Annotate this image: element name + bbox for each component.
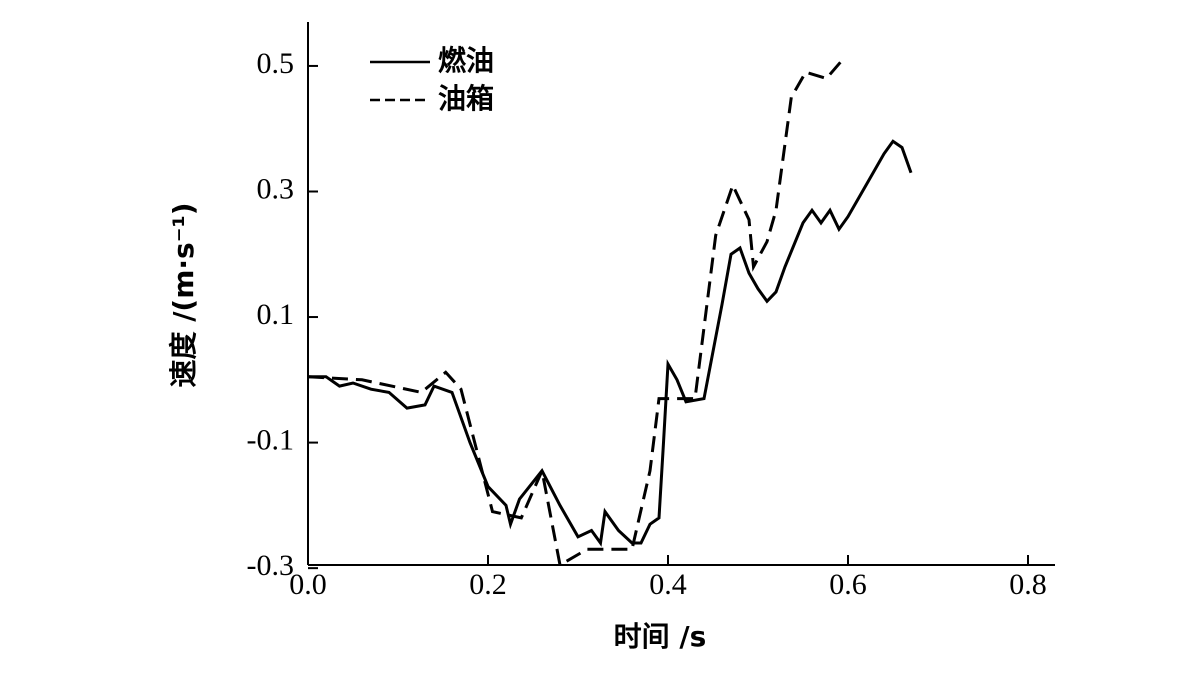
legend-label: 油箱 <box>438 82 494 115</box>
data-line <box>308 58 844 565</box>
y-tick-label: -0.3 <box>247 549 295 582</box>
x-tick-label: 0.8 <box>1009 568 1047 601</box>
x-tick-label: 0.2 <box>469 568 507 601</box>
data-line <box>308 139 913 547</box>
x-tick-label: 0.0 <box>289 568 327 601</box>
y-axis-label: 速度 /(m·s⁻¹) <box>167 202 200 387</box>
y-tick-label: 0.3 <box>257 172 295 205</box>
y-tick-label: -0.1 <box>247 423 295 456</box>
x-tick-label: 0.4 <box>649 568 687 601</box>
y-tick-label: 0.5 <box>257 47 295 80</box>
y-tick-label: 0.1 <box>257 298 295 331</box>
x-axis-label: 时间 /s <box>614 620 707 653</box>
x-tick-label: 0.6 <box>829 568 867 601</box>
legend-label: 燃油 <box>438 44 494 77</box>
